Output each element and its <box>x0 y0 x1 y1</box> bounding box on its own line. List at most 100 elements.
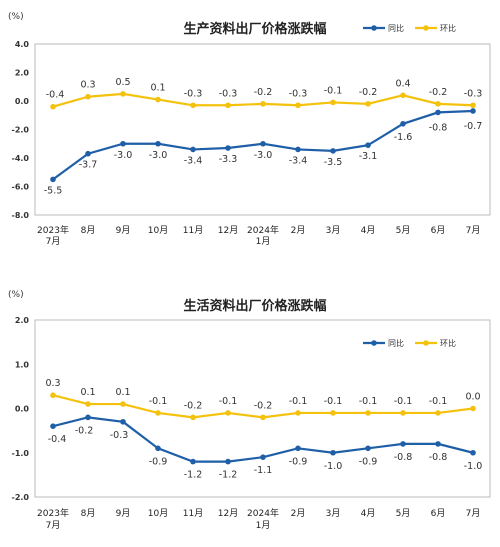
data-point-yoy <box>365 142 371 148</box>
data-label-mom: -0.1 <box>429 396 448 407</box>
data-point-yoy <box>120 140 126 147</box>
x-tick-label: 2月 <box>291 508 306 519</box>
data-label-yoy: -3.3 <box>219 154 238 165</box>
y-tick-label: -6.0 <box>12 183 30 192</box>
data-label-mom: 0.1 <box>80 387 95 398</box>
legend-label-mom: 环比 <box>440 338 456 348</box>
data-point-yoy <box>190 146 196 153</box>
data-label-yoy: -1.0 <box>324 461 343 472</box>
y-tick-label: -8.0 <box>12 211 30 220</box>
data-label-yoy: -1.1 <box>254 465 273 476</box>
x-tick-label: 8月 <box>81 508 96 519</box>
chart-title: 生活资料出厂价格涨跌幅 <box>183 298 326 314</box>
data-point-mom <box>330 99 336 106</box>
data-point-yoy <box>295 146 301 153</box>
x-tick-label: 9月 <box>116 508 131 519</box>
data-point-mom <box>435 410 441 416</box>
legend-label-mom: 环比 <box>440 23 456 33</box>
data-point-mom <box>190 102 196 109</box>
data-label-mom: -0.4 <box>46 90 65 101</box>
x-tick-label: 9月 <box>116 225 131 236</box>
x-tick-label: 11月 <box>183 508 203 519</box>
data-label-mom: 0.0 <box>465 392 480 403</box>
data-point-mom <box>50 392 56 399</box>
data-label-mom: -0.3 <box>289 88 308 99</box>
data-point-yoy <box>50 176 56 183</box>
data-label-yoy: -0.4 <box>48 434 67 445</box>
data-point-mom <box>470 102 476 109</box>
y-tick-label: -4.0 <box>12 154 30 163</box>
data-label-yoy: -3.5 <box>324 157 343 168</box>
chart-svg-production: 生产资料出厂价格涨跌幅 (%) 4.0 2.0 0.0 -2.0 -4.0 -6.0 -8.0 2… <box>8 12 491 247</box>
data-point-yoy <box>295 445 301 452</box>
y-tick-label: 2.0 <box>15 316 30 325</box>
data-label-mom: -0.2 <box>359 87 378 98</box>
data-point-yoy <box>330 148 336 154</box>
data-label-yoy: -3.0 <box>149 150 168 161</box>
data-point-mom <box>155 96 161 103</box>
data-label-mom: -0.2 <box>254 87 273 98</box>
data-point-yoy <box>400 441 406 447</box>
data-point-yoy <box>260 140 266 147</box>
data-label-yoy: -3.0 <box>254 150 273 161</box>
x-tick-label: 6月 <box>431 225 446 236</box>
legend-marker-yoy <box>371 25 377 31</box>
data-label-yoy: -3.0 <box>114 150 133 161</box>
data-point-mom <box>190 414 196 421</box>
y-tick-label: -2.0 <box>12 493 30 502</box>
data-label-yoy: -3.7 <box>79 160 98 171</box>
data-label-yoy: -0.8 <box>394 452 413 463</box>
x-tick-label-line2: 7月 <box>46 236 61 247</box>
data-label-mom: 0.3 <box>45 378 60 389</box>
data-point-yoy <box>260 454 266 460</box>
data-point-mom <box>225 102 231 109</box>
legend-label-yoy: 同比 <box>388 23 404 33</box>
data-label-mom: -0.1 <box>359 396 378 407</box>
data-point-mom <box>330 410 336 416</box>
data-point-mom <box>365 410 371 416</box>
data-label-mom: -0.2 <box>429 87 448 98</box>
y-tick-label: 0.0 <box>15 97 30 106</box>
data-point-mom <box>295 410 301 416</box>
data-point-mom <box>435 101 441 107</box>
x-tick-label: 2023年 <box>37 224 69 236</box>
chart-title: 生产资料出厂价格涨跌幅 <box>183 21 326 37</box>
data-label-mom: -0.1 <box>324 85 343 96</box>
data-point-mom <box>120 401 126 407</box>
data-point-mom <box>470 405 476 412</box>
y-tick-label: -2.0 <box>12 126 30 135</box>
x-tick-label: 2023年 <box>37 507 69 519</box>
y-tick-label: 2.0 <box>15 69 30 78</box>
data-point-yoy <box>435 109 441 116</box>
x-tick-label: 12月 <box>218 225 238 236</box>
y-tick-label: 4.0 <box>15 40 30 49</box>
x-tick-label: 8月 <box>81 225 96 236</box>
data-point-yoy <box>85 414 91 421</box>
plot-frame <box>34 319 491 498</box>
data-point-yoy <box>120 418 126 425</box>
data-point-mom <box>400 410 406 416</box>
data-point-yoy <box>225 145 231 151</box>
data-point-mom <box>225 410 231 416</box>
x-tick-label: 11月 <box>183 225 203 236</box>
data-point-yoy <box>155 140 161 147</box>
data-point-yoy <box>330 449 336 456</box>
y-tick-label: -1.0 <box>12 449 30 458</box>
data-label-yoy: -0.9 <box>289 456 308 467</box>
x-tick-label: 5月 <box>396 225 411 236</box>
y-tick-label: 0.0 <box>15 405 30 414</box>
x-tick-label: 3月 <box>326 225 341 236</box>
data-label-mom: 0.5 <box>115 77 130 88</box>
x-tick-label: 2024年 <box>247 507 279 519</box>
x-tick-label: 10月 <box>148 508 168 519</box>
data-point-mom <box>50 103 56 110</box>
x-tick-label: 10月 <box>148 225 168 236</box>
data-point-yoy <box>470 449 476 456</box>
data-label-mom: -0.1 <box>289 396 308 407</box>
data-label-yoy: -0.7 <box>464 121 483 132</box>
data-point-mom <box>85 401 91 407</box>
x-tick-label-line2: 1月 <box>256 520 271 531</box>
data-point-yoy <box>190 458 196 465</box>
data-label-mom: -0.2 <box>254 400 273 411</box>
data-label-mom: -0.2 <box>184 400 203 411</box>
